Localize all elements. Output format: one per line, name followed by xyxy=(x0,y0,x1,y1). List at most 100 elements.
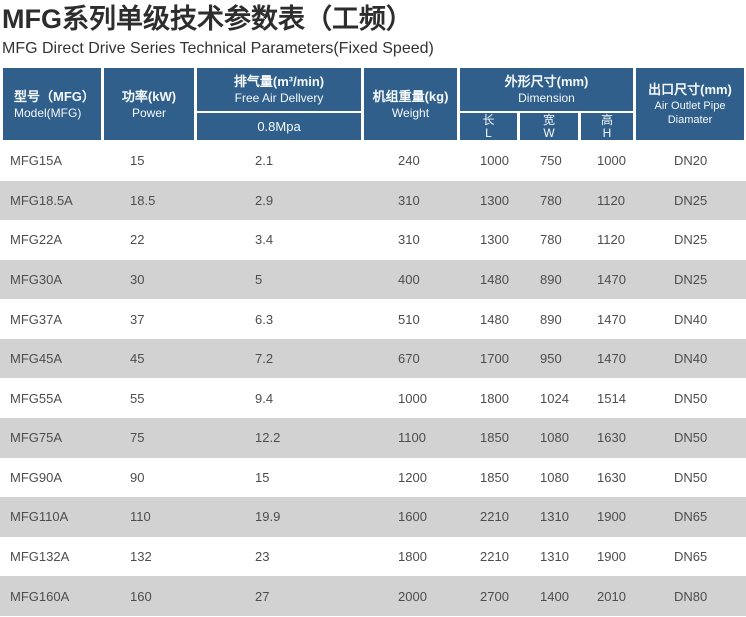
cell-model: MFG22A xyxy=(10,232,63,248)
header-dim-length: 长 L xyxy=(460,113,517,140)
cell-outlet: DN50 xyxy=(674,390,708,406)
table-row: MFG55A 55 9.4 1000 1800 1024 1514 DN50 xyxy=(0,378,746,419)
cell-length: 2210 xyxy=(480,509,509,525)
cell-model: MFG55A xyxy=(10,390,63,406)
cell-power: 15 xyxy=(130,153,145,169)
cell-length: 2210 xyxy=(480,549,509,565)
cell-weight: 510 xyxy=(398,311,420,327)
header-dim-width-zh: 宽 xyxy=(542,113,555,127)
cell-outlet: DN25 xyxy=(674,192,708,208)
header-fad-pressure-label: 0.8Mpa xyxy=(257,119,301,134)
cell-height: 1120 xyxy=(597,192,625,208)
cell-weight: 1600 xyxy=(398,509,427,525)
cell-width: 750 xyxy=(540,153,562,169)
cell-width: 890 xyxy=(540,311,562,327)
cell-length: 1000 xyxy=(480,153,509,169)
cell-width: 780 xyxy=(540,232,562,248)
cell-outlet: DN65 xyxy=(674,509,708,525)
table-row: MFG30A 30 5 400 1480 890 1470 DN25 xyxy=(0,259,746,300)
cell-free-air-delivery: 12.2 xyxy=(255,430,281,446)
header-dim-height-zh: 高 xyxy=(600,113,613,127)
cell-width: 890 xyxy=(540,272,562,288)
cell-outlet: DN40 xyxy=(674,311,708,327)
cell-power: 160 xyxy=(130,588,152,604)
cell-free-air-delivery: 7.2 xyxy=(255,351,274,367)
cell-weight: 310 xyxy=(398,232,420,248)
cell-free-air-delivery: 27 xyxy=(255,588,270,604)
cell-model: MFG110A xyxy=(10,509,69,525)
cell-power: 55 xyxy=(130,390,145,406)
cell-length: 1480 xyxy=(480,311,509,327)
header-power-zh: 功率(kW) xyxy=(121,88,177,104)
cell-model: MFG132A xyxy=(10,549,70,565)
cell-model: MFG75A xyxy=(10,430,63,446)
header-dim-length-en: L xyxy=(485,125,492,140)
header-outlet-zh: 出口尺寸(mm) xyxy=(648,81,732,97)
header-dimension-zh: 外形尺寸(mm) xyxy=(504,74,589,89)
header-fad-pressure: 0.8Mpa xyxy=(197,113,361,140)
cell-width: 1080 xyxy=(540,469,569,485)
cell-weight: 1200 xyxy=(398,469,427,485)
cell-power: 37 xyxy=(130,311,145,327)
header-dimension: 外形尺寸(mm) Dimension xyxy=(460,68,633,111)
cell-model: MFG15A xyxy=(10,153,63,169)
cell-free-air-delivery: 15 xyxy=(255,469,270,485)
header-dimension-en: Dimension xyxy=(518,91,575,105)
page-subtitle: MFG Direct Drive Series Technical Parame… xyxy=(2,40,434,57)
table-row: MFG22A 22 3.4 310 1300 780 1120 DN25 xyxy=(0,220,746,260)
cell-weight: 1000 xyxy=(398,390,427,406)
header-dim-length-zh: 长 xyxy=(482,113,495,127)
cell-height: 2010 xyxy=(597,588,626,604)
cell-height: 1470 xyxy=(597,272,626,288)
cell-length: 1480 xyxy=(480,272,509,288)
header-dim-height-en: H xyxy=(602,125,612,140)
cell-width: 780 xyxy=(540,192,562,208)
cell-length: 1300 xyxy=(480,192,509,208)
table-row: MFG75A 75 12.2 1100 1850 1080 1630 DN50 xyxy=(0,418,746,458)
cell-weight: 2000 xyxy=(398,588,427,604)
header-model-zh: 型号（MFG） xyxy=(14,88,95,104)
cell-model: MFG160A xyxy=(10,588,70,604)
cell-outlet: DN40 xyxy=(674,351,708,367)
cell-outlet: DN25 xyxy=(674,272,708,288)
cell-length: 1300 xyxy=(480,232,509,248)
cell-width: 1310 xyxy=(540,549,569,565)
cell-height: 1630 xyxy=(597,430,626,446)
table-header: 型号（MFG） Model(MFG) 功率(kW) Power 排气量(m³/m… xyxy=(3,68,744,140)
table-row: MFG37A 37 6.3 510 1480 890 1470 DN40 xyxy=(0,299,746,339)
cell-length: 1850 xyxy=(480,469,509,485)
header-free-air-delivery: 排气量(m³/min) Free Air Dellvery xyxy=(197,68,361,111)
cell-width: 1024 xyxy=(540,390,569,406)
header-weight-zh: 机组重量(kg) xyxy=(372,88,449,104)
title-block: MFG系列单级技术参数表（工频） MFG Direct Drive Series… xyxy=(0,0,746,58)
header-dim-width: 宽 W xyxy=(520,113,578,140)
cell-model: MFG30A xyxy=(10,272,63,288)
header-dim-width-en: W xyxy=(543,125,555,140)
header-fad-zh: 排气量(m³/min) xyxy=(233,74,325,89)
header-weight: 机组重量(kg) Weight xyxy=(364,68,457,140)
cell-free-air-delivery: 3.4 xyxy=(255,232,274,248)
header-outlet: 出口尺寸(mm) Air Outlet Pipe Diamater xyxy=(636,68,744,140)
cell-height: 1470 xyxy=(597,351,626,367)
cell-free-air-delivery: 2.1 xyxy=(255,153,274,169)
cell-length: 1800 xyxy=(480,390,509,406)
cell-height: 1000 xyxy=(597,153,626,169)
cell-height: 1900 xyxy=(597,549,626,565)
table-row: MFG90A 90 15 1200 1850 1080 1630 DN50 xyxy=(0,457,746,498)
cell-power: 132 xyxy=(130,549,152,565)
cell-height: 1900 xyxy=(597,509,626,525)
cell-free-air-delivery: 5 xyxy=(255,272,263,288)
cell-model: MFG18.5A xyxy=(10,192,73,208)
cell-power: 45 xyxy=(130,351,145,367)
cell-weight: 240 xyxy=(398,153,420,169)
cell-outlet: DN50 xyxy=(674,469,708,485)
cell-power: 90 xyxy=(130,469,145,485)
cell-free-air-delivery: 6.3 xyxy=(255,311,274,327)
table-row: MFG15A 15 2.1 240 1000 750 1000 DN20 xyxy=(0,141,746,181)
cell-power: 75 xyxy=(130,430,145,446)
cell-weight: 1100 xyxy=(398,430,426,446)
cell-free-air-delivery: 23 xyxy=(255,549,270,565)
cell-weight: 670 xyxy=(398,351,420,367)
cell-height: 1630 xyxy=(597,469,626,485)
cell-weight: 1800 xyxy=(398,549,427,565)
